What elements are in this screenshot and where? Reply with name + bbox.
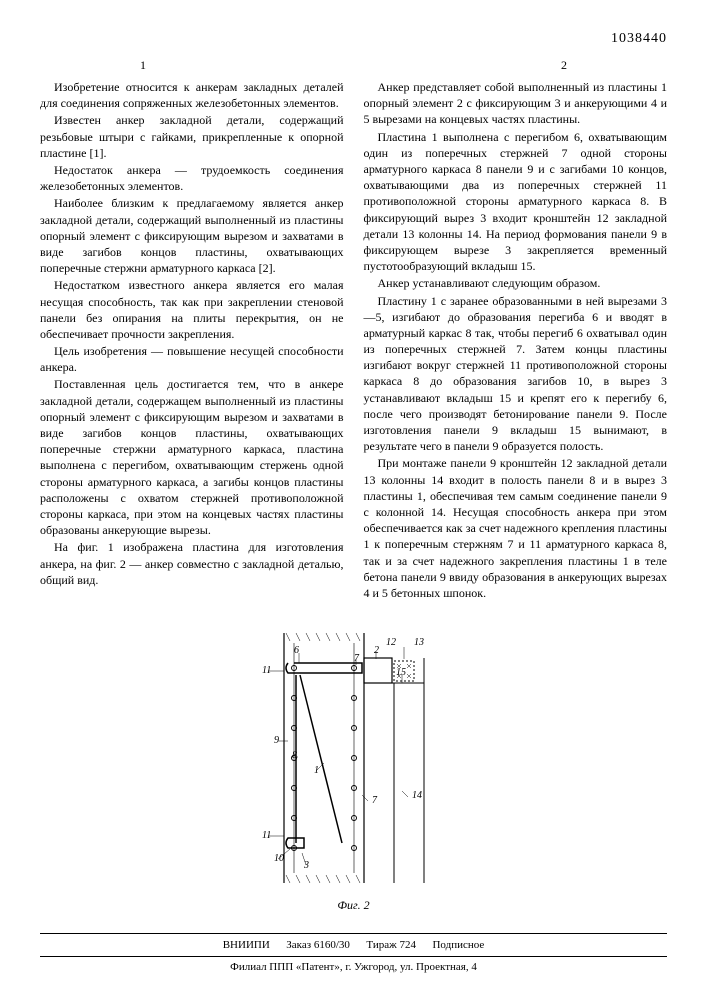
svg-text:2: 2	[374, 645, 379, 656]
footer: ВНИИПИ Заказ 6160/30 Тираж 724 Подписное…	[40, 933, 667, 975]
paragraph: Изобретение относится к анкерам закладны…	[40, 79, 344, 111]
paragraph: Известен анкер закладной детали, содержа…	[40, 112, 344, 161]
paragraph: Анкер устанавливают следующим образом.	[364, 275, 668, 291]
svg-text:11: 11	[262, 830, 271, 841]
paragraph: Анкер представляет собой выполненный из …	[364, 79, 668, 128]
figure-2-svg: 1167212131598171411103	[244, 613, 464, 893]
svg-text:7: 7	[372, 795, 378, 806]
page-number-row: 1 2	[40, 57, 667, 73]
svg-text:15: 15	[396, 667, 406, 678]
footer-order: Заказ 6160/30	[286, 939, 350, 951]
footer-line-1: ВНИИПИ Заказ 6160/30 Тираж 724 Подписное	[40, 938, 667, 953]
svg-text:10: 10	[274, 853, 284, 864]
paragraph: Пластину 1 с заранее образованными в ней…	[364, 293, 668, 455]
footer-vniipi: ВНИИПИ	[223, 939, 270, 951]
text-columns: Изобретение относится к анкерам закладны…	[40, 79, 667, 601]
figure-2-caption: Фиг. 2	[40, 897, 667, 913]
svg-text:8: 8	[292, 750, 297, 761]
document-number: 1038440	[40, 30, 667, 49]
page-num-right: 2	[561, 57, 567, 73]
paragraph: Недостаток анкера — трудоемкость соедине…	[40, 162, 344, 194]
svg-text:14: 14	[412, 790, 422, 801]
svg-text:12: 12	[386, 637, 396, 648]
paragraph: Недостатком известного анкера является е…	[40, 277, 344, 342]
paragraph: Цель изобретения — повышение несущей спо…	[40, 343, 344, 375]
svg-text:9: 9	[274, 735, 279, 746]
svg-text:13: 13	[414, 637, 424, 648]
page-num-left: 1	[140, 57, 146, 73]
figure-2: 1167212131598171411103 Фиг. 2	[40, 613, 667, 913]
paragraph: На фиг. 1 изображена пластина для изгото…	[40, 539, 344, 588]
svg-text:6: 6	[294, 645, 299, 656]
paragraph: Пластина 1 выполнена с перегибом 6, охва…	[364, 129, 668, 275]
footer-subscription: Подписное	[432, 939, 484, 951]
paragraph: Поставленная цель достигается тем, что в…	[40, 376, 344, 538]
svg-text:11: 11	[262, 665, 271, 676]
svg-text:1: 1	[314, 765, 319, 776]
svg-text:3: 3	[303, 860, 309, 871]
footer-tirage: Тираж 724	[366, 939, 416, 951]
footer-line-2: Филиал ППП «Патент», г. Ужгород, ул. Про…	[40, 956, 667, 975]
paragraph: Наиболее близким к предлагаемому являетс…	[40, 195, 344, 276]
paragraph: При монтаже панели 9 кронштейн 12 заклад…	[364, 455, 668, 601]
